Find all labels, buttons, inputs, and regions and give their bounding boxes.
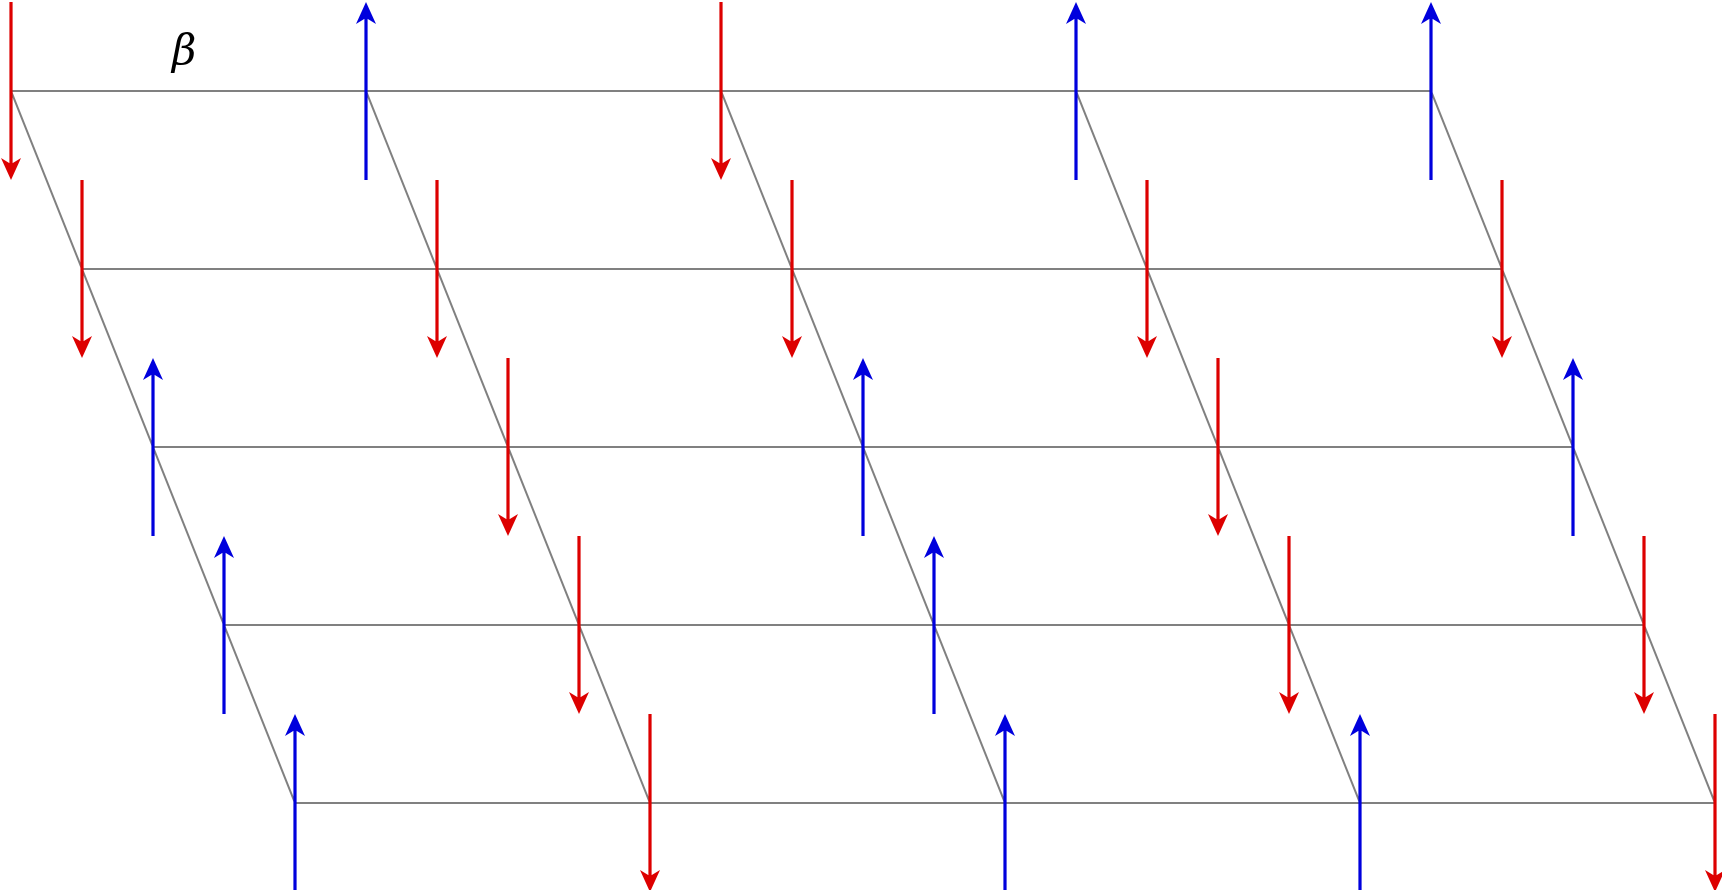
spin-arrow-head bbox=[427, 336, 447, 358]
spin-up-arrow bbox=[214, 536, 234, 714]
spin-arrow-head bbox=[1, 158, 21, 180]
spin-arrow-head bbox=[1492, 336, 1512, 358]
spin-down-arrow bbox=[498, 358, 518, 536]
spin-up-arrow bbox=[853, 358, 873, 536]
spin-up-arrow bbox=[924, 536, 944, 714]
spin-down-arrow bbox=[1634, 536, 1654, 714]
spin-up-arrow bbox=[1421, 2, 1441, 180]
spin-arrow-head bbox=[214, 536, 234, 558]
spin-arrow-head bbox=[782, 336, 802, 358]
spin-arrow-head bbox=[1137, 336, 1157, 358]
spin-down-arrow bbox=[1279, 536, 1299, 714]
spin-down-arrow bbox=[1705, 714, 1722, 890]
spin-down-arrow bbox=[782, 180, 802, 358]
spin-up-arrow bbox=[285, 714, 305, 890]
angle-beta-label: β bbox=[170, 25, 196, 74]
spin-down-arrow bbox=[640, 714, 660, 890]
spin-down-arrow bbox=[427, 180, 447, 358]
spin-arrow-head bbox=[853, 358, 873, 380]
spin-arrow-head bbox=[924, 536, 944, 558]
spin-arrow-head bbox=[1066, 2, 1086, 24]
spin-down-arrow bbox=[1208, 358, 1228, 536]
spin-down-arrow bbox=[1137, 180, 1157, 358]
spin-arrow-head bbox=[1634, 692, 1654, 714]
spin-arrow-head bbox=[1350, 714, 1370, 736]
spin-arrow-head bbox=[72, 336, 92, 358]
spin-up-arrow bbox=[995, 714, 1015, 890]
spin-arrow-head bbox=[1563, 358, 1583, 380]
spin-down-arrow bbox=[72, 180, 92, 358]
spin-arrow-head bbox=[1279, 692, 1299, 714]
spin-up-arrow bbox=[1563, 358, 1583, 536]
spin-arrow-head bbox=[995, 714, 1015, 736]
spin-up-arrow bbox=[143, 358, 163, 536]
spin-down-arrow bbox=[1492, 180, 1512, 358]
spin-arrow-head bbox=[498, 514, 518, 536]
spin-arrow-head bbox=[1705, 870, 1722, 890]
spin-up-arrow bbox=[1350, 714, 1370, 890]
spin-arrow-head bbox=[640, 870, 660, 890]
spin-arrow-head bbox=[1208, 514, 1228, 536]
spin-down-arrow bbox=[1, 2, 21, 180]
spin-arrow-head bbox=[143, 358, 163, 380]
spin-arrow-head bbox=[1421, 2, 1441, 24]
spin-arrow-head bbox=[711, 158, 731, 180]
spin-down-arrow bbox=[711, 2, 731, 180]
spin-down-arrow bbox=[569, 536, 589, 714]
spin-arrow-head bbox=[356, 2, 376, 24]
spin-up-arrow bbox=[1066, 2, 1086, 180]
spin-arrow-head bbox=[285, 714, 305, 736]
spin-up-arrow bbox=[356, 2, 376, 180]
spin-arrow-head bbox=[569, 692, 589, 714]
